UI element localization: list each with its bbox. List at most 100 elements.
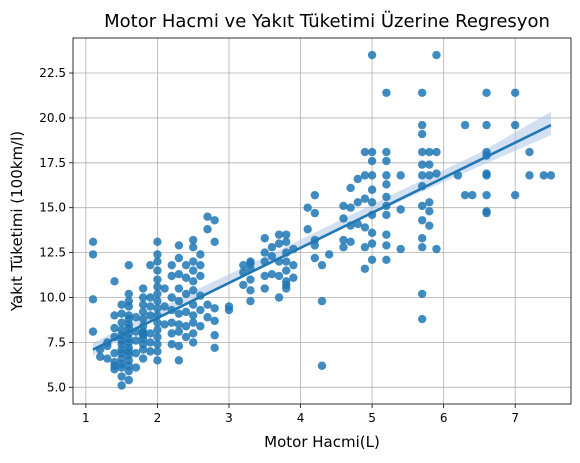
data-point	[189, 243, 198, 252]
data-point	[138, 314, 148, 324]
data-point	[210, 304, 219, 313]
data-point	[317, 260, 327, 270]
data-point	[110, 277, 119, 286]
data-point	[124, 311, 134, 320]
data-point	[210, 216, 219, 225]
data-point	[432, 244, 441, 254]
data-point	[167, 260, 176, 270]
y-tick-label: 12.5	[39, 246, 66, 260]
data-point	[153, 339, 162, 349]
data-point	[196, 322, 205, 331]
x-tick-label: 7	[511, 411, 519, 425]
data-point	[360, 147, 370, 157]
data-point	[181, 260, 191, 270]
data-point	[460, 190, 470, 200]
data-point	[482, 88, 491, 97]
data-point	[153, 356, 162, 365]
data-point	[203, 212, 212, 221]
chart-title: Motor Hacmi ve Yakıt Tüketimi Üzerine Re…	[104, 10, 550, 32]
data-point	[382, 230, 391, 239]
data-point	[146, 338, 155, 347]
data-point	[138, 293, 148, 302]
data-point	[160, 320, 169, 329]
data-point	[88, 237, 98, 247]
data-point	[189, 329, 198, 338]
data-point	[353, 198, 362, 207]
data-point	[317, 361, 327, 370]
x-tick-label: 2	[154, 411, 162, 425]
data-point	[282, 230, 291, 239]
data-point	[181, 273, 191, 282]
data-point	[117, 325, 126, 335]
data-point	[303, 203, 312, 212]
data-point	[117, 300, 126, 309]
data-point	[367, 198, 377, 207]
data-point	[432, 50, 441, 60]
data-point	[468, 190, 477, 200]
data-point	[189, 277, 198, 286]
data-point	[432, 147, 441, 157]
data-point	[131, 348, 141, 358]
data-point	[525, 171, 534, 180]
data-point	[260, 248, 269, 257]
data-point	[88, 250, 98, 259]
data-point	[360, 223, 370, 232]
data-point	[417, 201, 427, 211]
data-point	[346, 183, 355, 193]
data-point	[153, 289, 162, 299]
data-point	[174, 284, 184, 293]
data-point	[367, 147, 377, 157]
data-point	[174, 253, 184, 263]
x-tick-label: 4	[297, 411, 305, 425]
data-point	[196, 250, 205, 259]
data-point	[153, 347, 162, 356]
data-point	[210, 316, 219, 326]
data-point	[382, 156, 391, 166]
data-point	[138, 284, 148, 293]
data-point	[417, 216, 427, 225]
data-point	[124, 375, 134, 385]
data-point	[88, 295, 98, 304]
data-point	[174, 241, 184, 250]
data-point	[417, 160, 427, 169]
data-point	[110, 357, 119, 367]
data-point	[482, 120, 491, 130]
data-point	[382, 210, 391, 220]
data-point	[367, 228, 377, 238]
data-point	[360, 264, 370, 273]
data-point	[181, 332, 191, 342]
data-point	[117, 309, 126, 318]
data-point	[95, 352, 105, 361]
confidence-band	[93, 111, 551, 356]
data-point	[124, 289, 134, 299]
data-point	[310, 190, 320, 200]
data-point	[274, 271, 284, 281]
data-point	[324, 250, 334, 259]
data-point	[181, 307, 191, 317]
data-point	[174, 327, 184, 336]
data-point	[417, 243, 427, 252]
data-point	[525, 147, 534, 157]
y-tick-label: 7.5	[47, 335, 66, 349]
data-point	[382, 171, 391, 180]
data-point	[196, 305, 205, 315]
data-point	[210, 237, 219, 247]
data-point	[317, 296, 327, 306]
data-point	[396, 205, 405, 214]
data-point	[189, 318, 198, 327]
y-axis-ticks: 5.0 7.5 10.0 12.5 15.0 17.5 20.0 22.5	[39, 66, 73, 394]
x-tick-label: 6	[440, 411, 448, 425]
data-point	[153, 296, 162, 306]
data-point	[360, 243, 370, 252]
data-point	[174, 320, 184, 329]
data-point	[260, 271, 269, 281]
data-point	[88, 327, 98, 336]
data-point	[546, 171, 556, 180]
data-point	[146, 293, 155, 302]
data-point	[153, 250, 162, 259]
data-point	[417, 171, 427, 180]
data-point	[417, 88, 427, 97]
data-point	[360, 171, 370, 180]
data-point	[482, 190, 491, 200]
